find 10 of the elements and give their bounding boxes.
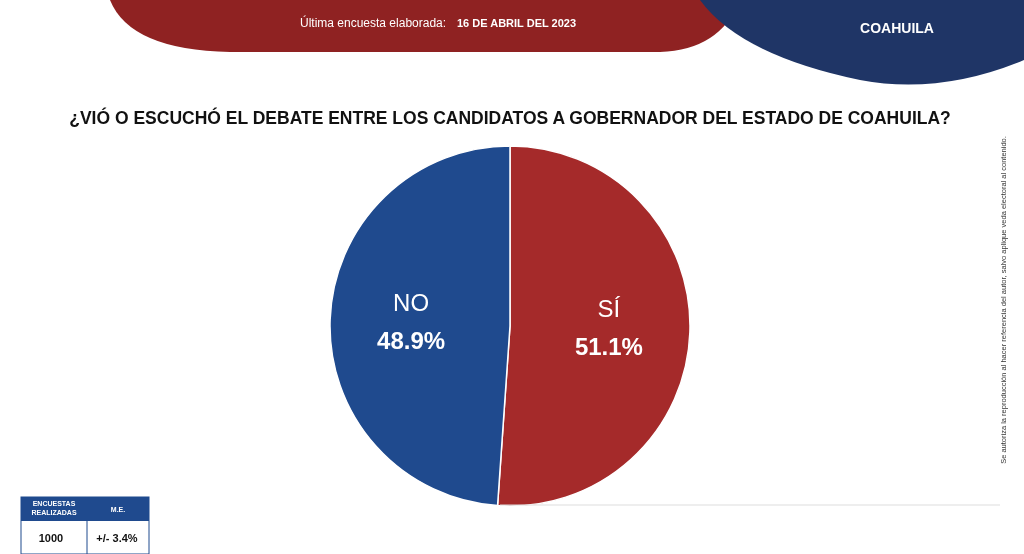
chart-title: ¿VIÓ O ESCUCHÓ EL DEBATE ENTRE LOS CANDIDATOS A GOBERNADOR DEL ESTADO DE COAHUILA? [69,107,951,128]
text: +/- 3.4% [96,532,138,544]
text: 1000 [38,532,64,544]
data-label: 51.1% [574,333,643,361]
text: 16 DE ABRIL DEL 2023 [457,17,577,29]
slice-label: NO [393,288,430,316]
slice-label: SÍ [597,295,621,323]
text: Última encuesta elaborada: [300,15,447,30]
data-label: 48.9% [377,326,446,354]
text: COAHUILA [860,20,934,36]
